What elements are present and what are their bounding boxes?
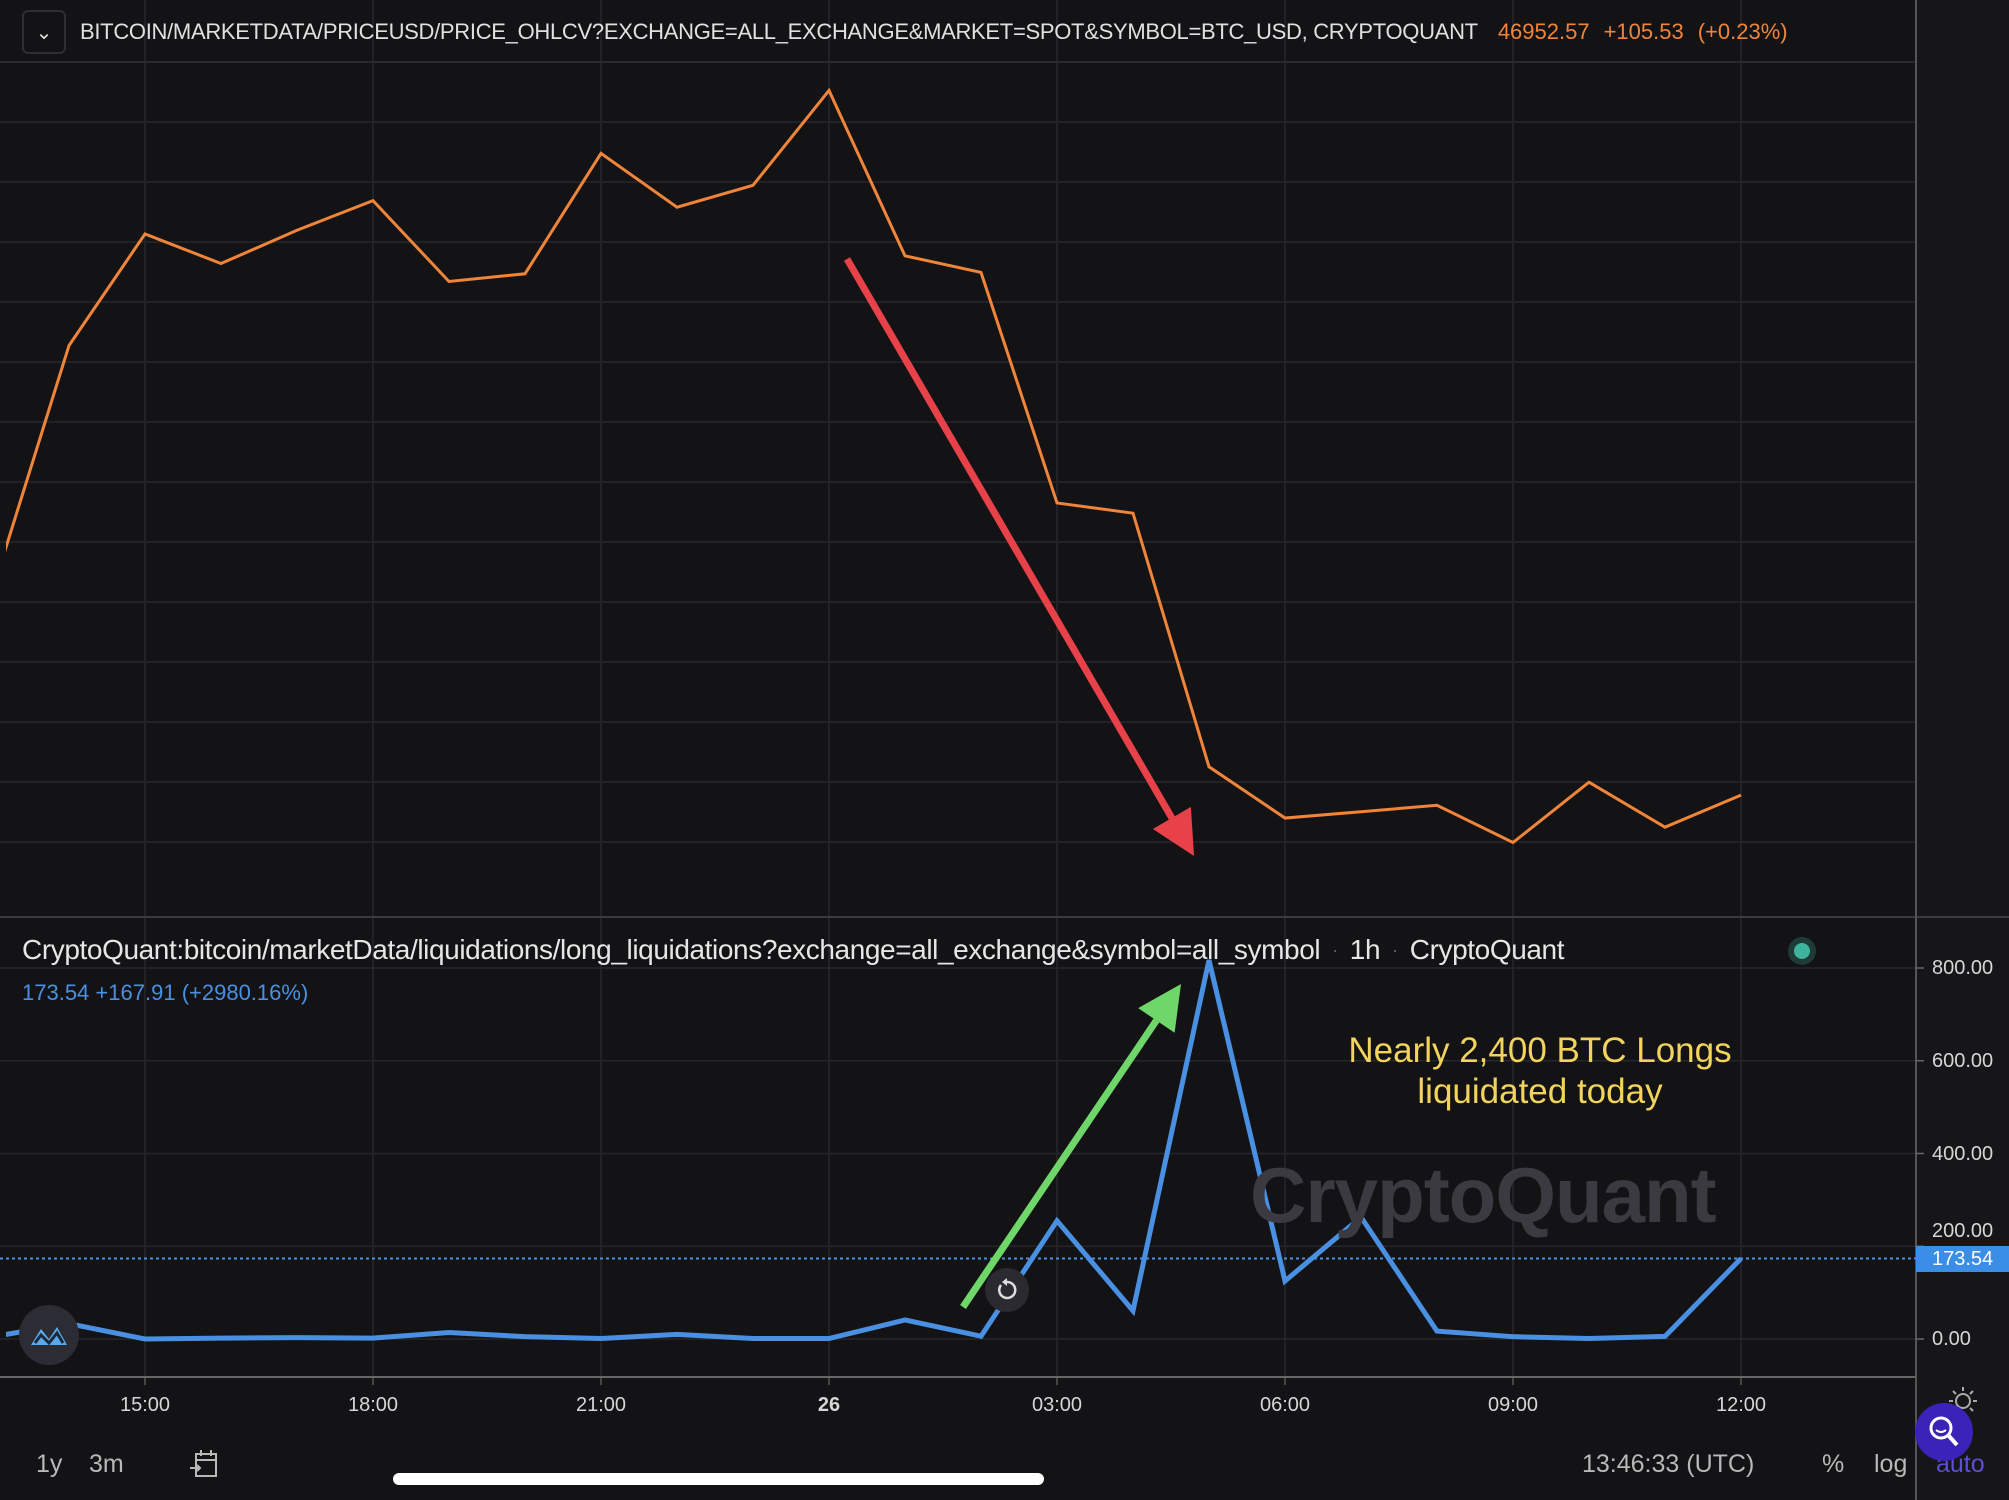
liquidations-source: CryptoQuant xyxy=(1409,934,1565,965)
red-down-arrow-head xyxy=(1152,806,1194,856)
y-tick-label: 200.00 xyxy=(1932,1220,1994,1242)
status-indicator[interactable] xyxy=(1788,937,1816,965)
annotation-text: Nearly 2,400 BTC Longs liquidated today xyxy=(1290,1030,1790,1112)
annotation-line-2: liquidated today xyxy=(1417,1072,1663,1111)
green-up-arrow-head xyxy=(1138,984,1181,1033)
liquidations-legend: CryptoQuant:bitcoin/marketData/liquidati… xyxy=(22,934,1565,966)
liquidations-series-title: CryptoQuant:bitcoin/marketData/liquidati… xyxy=(22,934,1321,965)
price-legend: ⌄ BITCOIN/MARKETDATA/PRICEUSD/PRICE_OHLC… xyxy=(22,10,1788,54)
cryptoquant-logo-button[interactable] xyxy=(19,1305,79,1365)
price-scale-area xyxy=(1916,0,2009,1500)
mountain-logo-icon xyxy=(31,1327,67,1346)
scrollbar-handle[interactable] xyxy=(393,1473,1044,1485)
liquidations-line xyxy=(6,959,1743,1342)
last-value-tag: 173.54 xyxy=(1916,1246,2009,1272)
liquidations-change-pct: (+2980.16%) xyxy=(181,980,309,1005)
reset-chart-button[interactable] xyxy=(985,1268,1029,1312)
price-change: +105.53 xyxy=(1603,19,1684,44)
price-value: 46952.57 xyxy=(1497,19,1590,44)
utc-clock[interactable]: 13:46:33 (UTC) xyxy=(1582,1450,1755,1478)
x-tick-label: 26 xyxy=(817,1394,841,1416)
search-icon xyxy=(1929,1416,1959,1447)
log-scale-toggle[interactable]: log xyxy=(1874,1450,1908,1478)
x-tick-label: 09:00 xyxy=(1487,1394,1539,1416)
collapse-legend-button[interactable]: ⌄ xyxy=(22,10,66,54)
annotation-line-1: Nearly 2,400 BTC Longs xyxy=(1348,1031,1732,1070)
goto-date-button[interactable] xyxy=(188,1448,220,1487)
chevron-down-icon: ⌄ xyxy=(35,21,53,44)
search-button[interactable] xyxy=(1915,1403,1973,1461)
percent-scale-toggle[interactable]: % xyxy=(1822,1450,1845,1478)
x-tick-label: 21:00 xyxy=(575,1394,627,1416)
status-dot-icon xyxy=(1794,943,1810,959)
y-tick-label: 800.00 xyxy=(1932,957,1994,979)
liquidations-values: 173.54 +167.91 (+2980.16%) xyxy=(22,980,308,1006)
price-change-pct: (+0.23%) xyxy=(1697,19,1788,44)
x-tick-label: 12:00 xyxy=(1715,1394,1767,1416)
y-tick-label: 400.00 xyxy=(1932,1143,1994,1165)
reset-icon xyxy=(998,1278,1017,1300)
x-tick-label: 06:00 xyxy=(1259,1394,1311,1416)
liquidations-interval: 1h xyxy=(1349,934,1381,965)
green-up-arrow-shaft xyxy=(960,1018,1160,1309)
calendar-goto-icon xyxy=(190,1450,217,1477)
red-down-arrow-shaft xyxy=(843,257,1175,820)
price-series-title: BITCOIN/MARKETDATA/PRICEUSD/PRICE_OHLCV?… xyxy=(80,19,1478,44)
liquidations-change: +167.91 xyxy=(95,980,176,1005)
price-line xyxy=(6,87,1742,845)
range-3m-button[interactable]: 3m xyxy=(89,1450,124,1478)
y-tick-label: 0.00 xyxy=(1932,1328,1971,1350)
x-tick-label: 15:00 xyxy=(119,1394,171,1416)
y-tick-label: 600.00 xyxy=(1932,1050,1994,1072)
separator-dot: · xyxy=(1332,939,1338,960)
watermark-logo: CryptoQuant xyxy=(1250,1151,1717,1239)
range-1y-button[interactable]: 1y xyxy=(36,1450,63,1478)
x-tick-label: 03:00 xyxy=(1031,1394,1083,1416)
separator-dot: · xyxy=(1392,939,1398,960)
liquidations-value: 173.54 xyxy=(22,980,90,1005)
x-tick-label: 18:00 xyxy=(347,1394,399,1416)
